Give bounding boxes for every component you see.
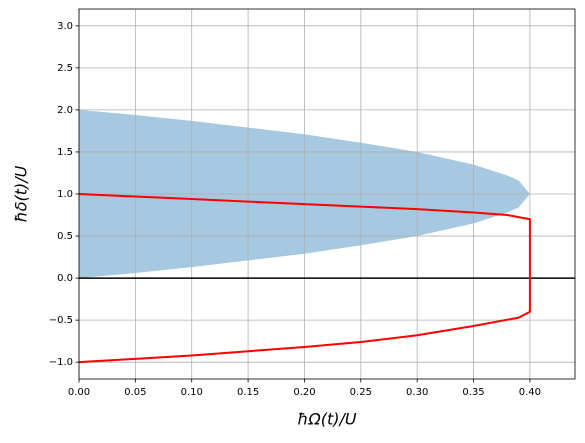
x-tick-label: 0.40	[519, 387, 541, 398]
x-tick-label: 0.25	[350, 387, 372, 398]
line	[78, 193, 531, 364]
x-tick-label: 0.35	[462, 387, 484, 398]
y-tick-label: −0.5	[49, 315, 73, 326]
y-tick-label: 1.0	[57, 189, 73, 200]
y-tick-label: 1.5	[57, 147, 73, 158]
x-axis-label: ħΩ(t)/U	[297, 410, 356, 429]
y-tick-label: 0.5	[57, 231, 73, 242]
y-tick-label: −1.0	[49, 357, 73, 368]
y-tick-label: 2.5	[57, 63, 73, 74]
x-tick-label: 0.05	[124, 387, 146, 398]
y-tick-label: 2.0	[57, 105, 73, 116]
x-tick-label: 0.20	[293, 387, 315, 398]
y-tick-label: 0.0	[57, 273, 73, 284]
y-axis-label: ħδ(t)/U	[12, 165, 31, 222]
x-tick-label: 0.15	[237, 387, 259, 398]
plot-frame	[78, 8, 576, 380]
x-tick-label: 0.00	[68, 387, 90, 398]
x-tick-label: 0.30	[406, 387, 428, 398]
y-tick-label: 3.0	[57, 21, 73, 32]
x-tick-label: 0.10	[181, 387, 203, 398]
